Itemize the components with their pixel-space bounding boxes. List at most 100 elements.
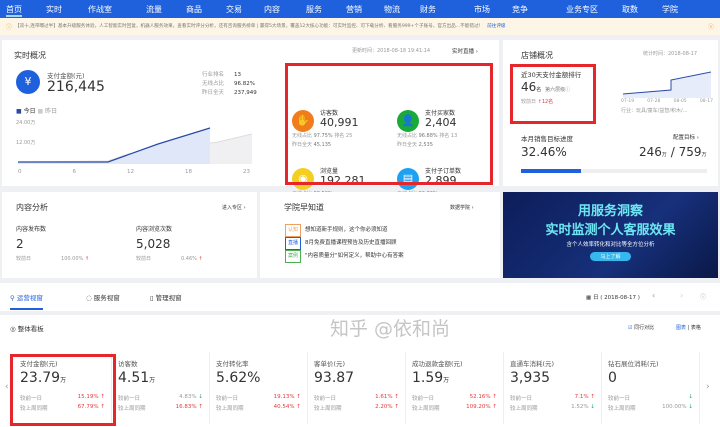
metric-card[interactable]: 直通车消耗(元) 3,935 较前一日 7.1% ↑ 较上周同期 1.52% ↓ bbox=[504, 352, 602, 424]
target-title: 本月销售目标进度 bbox=[521, 135, 573, 143]
rank-x-axis: 07-19 07-28 08-05 08-17 bbox=[621, 99, 713, 104]
yesterday-line bbox=[18, 133, 253, 163]
rank-level: 第六层级 bbox=[545, 87, 566, 93]
industry: 行业：玩具/童车/益智/积木/... bbox=[621, 108, 688, 114]
nav-item[interactable]: 财务 bbox=[420, 5, 436, 14]
progress-bar bbox=[521, 169, 707, 173]
kpi-label: 浏览量 bbox=[320, 168, 339, 175]
nav-item[interactable]: 服务 bbox=[306, 5, 322, 14]
config-target-link[interactable]: 配置目标 › bbox=[673, 135, 699, 141]
content-metric: 内容发布数 2 较前日 100.00% ↑ bbox=[16, 226, 90, 262]
highlight-box bbox=[10, 354, 116, 426]
kpi-details: 无线占比 96.88% 排名 13 昨日全天 2,535 bbox=[397, 133, 458, 148]
metric-card[interactable]: 支付金额(元) 23.79万 较前一日 15.19% ↑ 较上周同期 67.79% ↑ bbox=[14, 352, 112, 424]
academy-item[interactable]: 直播 8月免费直播课程预告及历史直播回顾 bbox=[285, 237, 404, 250]
x-tick: 6 bbox=[72, 169, 77, 175]
metric-card[interactable]: 成功退款金额(元) 1.59万 较前一日 52.16% ↑ 较上周同期 109.20% ↑ bbox=[406, 352, 504, 424]
legend-yesterday: 昨日 bbox=[45, 108, 58, 115]
kpi-label: 支付买家数 bbox=[425, 110, 456, 117]
chart-legend: ■ 今日 ■ 昨日 bbox=[16, 108, 58, 115]
x-tick: 18 bbox=[185, 169, 192, 175]
x-tick: 0 bbox=[18, 169, 22, 175]
kpi-value: 2,404 bbox=[425, 116, 457, 129]
academy-link[interactable]: 数据学院 › bbox=[450, 205, 474, 211]
nav-item[interactable]: 首页 bbox=[6, 4, 22, 17]
metric-card[interactable]: 客单价(元) 93.87 较前一日 1.61% ↑ 较上周同期 2.20% ↑ bbox=[308, 352, 406, 424]
tab-2[interactable]: ▯ 管理视窗 bbox=[150, 294, 182, 302]
nav-item[interactable]: 竞争 bbox=[512, 5, 528, 14]
promo-banner[interactable]: 用服务洞察 实时监测个人客服效果 含个人效率转化和对比等全方位分析 马上了解 bbox=[503, 192, 718, 278]
tab-1[interactable]: ◌ 服务视窗 bbox=[86, 294, 120, 302]
legend-today: 今日 bbox=[23, 108, 36, 115]
kpi-label: 支付子订单数 bbox=[425, 168, 462, 175]
date-picker[interactable]: ▦ 日 ( 2018-08-17 ) bbox=[586, 295, 640, 301]
banner-line3: 含个人效率转化和对比等全方位分析 bbox=[566, 242, 655, 248]
notice-bar: ⓘ 【双十,连带曝过半】基本升级服务体验，人工智能实时回复，机器人服务效果，查看实… bbox=[0, 18, 720, 35]
kpi-value: 40,991 bbox=[320, 116, 359, 129]
rank-trend-chart bbox=[623, 71, 711, 98]
nav-item[interactable]: 业务专区 bbox=[566, 5, 598, 14]
compare-checkbox[interactable]: ☑ 同行对比 bbox=[628, 325, 655, 331]
content-card: 内容分析 进入专区 › 内容发布数 2 较前日 100.00% ↑ 内容浏览次数 5,02… bbox=[2, 192, 257, 278]
overview-title: ◎ 整体看板 bbox=[10, 325, 44, 333]
stat-time: 统计时间：2018-08-17 bbox=[643, 51, 698, 57]
x-tick: 23 bbox=[243, 169, 250, 175]
content-link[interactable]: 进入专区 › bbox=[222, 205, 246, 211]
warning-icon: ⓘ bbox=[6, 24, 13, 31]
nav-item[interactable]: 学院 bbox=[662, 5, 678, 14]
realtime-title: 实时概况 bbox=[14, 51, 46, 60]
tab-0[interactable]: ⚲ 运营视窗 bbox=[10, 292, 43, 310]
stat-row: 昨日全天 237,949 bbox=[202, 90, 257, 96]
content-title: 内容分析 bbox=[16, 203, 48, 212]
scroll-left-button[interactable]: ‹ bbox=[5, 382, 9, 392]
nav-item[interactable]: 营销 bbox=[346, 5, 362, 14]
nav-item[interactable]: 市场 bbox=[474, 5, 490, 14]
y-tick: 12.00万 bbox=[16, 140, 36, 146]
top-nav: 首页 实时 作战室 流量 商品 交易 内容 服务 营销 物流 财务 市场 竞争 业务专区 取数 学院 bbox=[0, 0, 720, 18]
notice-link[interactable]: 前往评级 bbox=[487, 23, 506, 29]
x-axis: 0 6 12 18 23 bbox=[18, 169, 250, 175]
prev-date-button[interactable]: ‹ bbox=[652, 291, 656, 300]
nav-item[interactable]: 流量 bbox=[146, 5, 162, 14]
metric-card[interactable]: 支付转化率 5.62% 较前一日 19.13% ↑ 较上周同期 40.54% ↑ bbox=[210, 352, 308, 424]
today-line bbox=[18, 127, 211, 163]
nav-item[interactable]: 商品 bbox=[186, 5, 202, 14]
scroll-right-button[interactable]: › bbox=[706, 382, 710, 392]
academy-card: 学院早知道 数据学院 › 认知 想知道新手规则，这个你必须知道 直播 8月免费直播课程… bbox=[260, 192, 500, 278]
view-tabs: ⚲ 运营视窗 ◌ 服务视窗 ▯ 管理视窗 ▦ 日 ( 2018-08-17 ) ‹ … bbox=[0, 283, 720, 311]
kpi-label: 访客数 bbox=[320, 110, 339, 117]
view-toggle[interactable]: 图表 | 表格 bbox=[676, 325, 701, 331]
metric-card[interactable]: 访客数 4.51万 较前一日 4.83% ↓ 较上周同期 16.83% ↑ bbox=[112, 352, 210, 424]
rank-compare: 较前日 ↑12名 bbox=[521, 99, 554, 105]
calendar-icon: ▦ bbox=[586, 295, 593, 301]
pay-value: 216,445 bbox=[47, 79, 105, 95]
banner-line2: 实时监测个人客服效果 bbox=[545, 223, 676, 238]
notice-content: 【双十,连带曝过半】基本升级服务体验，人工智能实时回复，机器人服务效果，查看实时… bbox=[15, 24, 705, 30]
nav-item[interactable]: 内容 bbox=[264, 5, 280, 14]
nav-item[interactable]: 交易 bbox=[226, 5, 242, 14]
target-amount: 246万 / 759万 bbox=[639, 145, 707, 159]
academy-item[interactable]: 案例 "内容质量分"如何定义，帮助中心有答案 bbox=[285, 250, 404, 263]
close-icon[interactable]: ⓧ bbox=[707, 24, 714, 31]
banner-button[interactable]: 马上了解 bbox=[590, 252, 631, 261]
help-icon[interactable]: ⓘ bbox=[700, 294, 707, 301]
realtime-chart bbox=[18, 127, 253, 164]
today-area bbox=[18, 128, 210, 164]
academy-item[interactable]: 认知 想知道新手规则，这个你必须知道 bbox=[285, 224, 404, 237]
nav-item[interactable]: 实时 bbox=[46, 5, 62, 14]
highlight-box bbox=[510, 64, 596, 124]
nav-item[interactable]: 取数 bbox=[622, 5, 638, 14]
stat-row: 无线占比 96.82% bbox=[202, 81, 255, 87]
rank-title: 近30天支付金额排行 bbox=[521, 71, 582, 79]
overview-header: ◎ 整体看板 知乎 @依和尚 ☑ 同行对比 图表 | 表格 bbox=[0, 315, 720, 345]
metric-card[interactable]: 钻石展位消耗(元) 0 较前一日 ↓ 较上周同期 100.00% ↓ bbox=[602, 352, 700, 424]
watermark: 知乎 @依和尚 bbox=[330, 318, 451, 340]
live-link[interactable]: 实时直播 › bbox=[452, 49, 478, 55]
nav-item[interactable]: 物流 bbox=[384, 5, 400, 14]
nav-item[interactable]: 作战室 bbox=[88, 5, 112, 14]
next-date-button[interactable]: › bbox=[680, 291, 684, 300]
update-time: 更新时间：2018-08-18 19:41:14 bbox=[352, 48, 431, 54]
x-tick: 12 bbox=[127, 169, 134, 175]
pay-label: 支付金额(元) bbox=[47, 72, 85, 80]
academy-title: 学院早知道 bbox=[284, 203, 324, 212]
